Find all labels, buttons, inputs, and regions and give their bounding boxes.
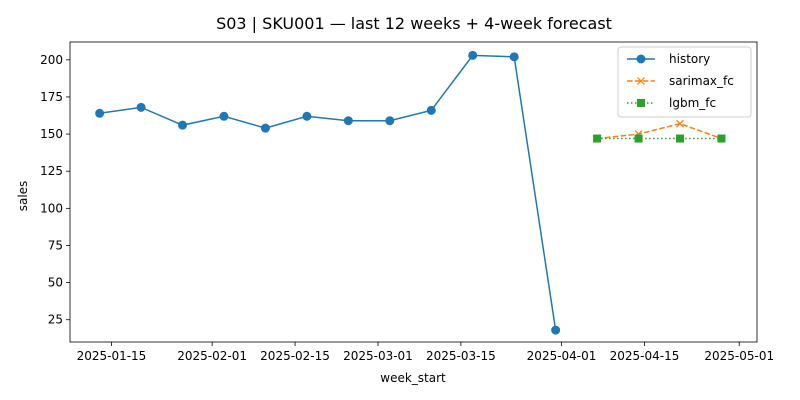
series-line-sarimax_fc [597, 122, 722, 140]
y-tick-label: 25 [48, 313, 63, 327]
y-axis: 25 50 75 100 125 150 175 200 [40, 53, 70, 327]
x-tick-label: 2025-01-15 [77, 349, 147, 363]
data-point-lgbm_fc [717, 134, 726, 143]
y-tick-label: 150 [40, 127, 63, 141]
data-point-history [260, 123, 270, 133]
series-line-history [99, 54, 557, 331]
data-point-lgbm_fc [634, 134, 643, 143]
data-point-history [343, 116, 353, 126]
x-tick-label: 2025-02-15 [260, 349, 330, 363]
data-point-history [551, 325, 561, 335]
legend-marker-history [636, 54, 646, 64]
data-point-lgbm_fc [593, 134, 602, 143]
data-point-history [136, 102, 146, 112]
data-point-history [302, 111, 312, 121]
x-tick-label: 2025-03-15 [426, 349, 496, 363]
chart-title: S03 | SKU001 — last 12 weeks + 4-week fo… [216, 14, 612, 33]
y-tick-label: 50 [48, 276, 63, 290]
series-layer [95, 50, 726, 335]
x-tick-label: 2025-04-15 [610, 349, 680, 363]
series-lgbm_fc [593, 134, 726, 143]
y-tick-label: 200 [40, 53, 63, 67]
legend-item-history: history [627, 52, 710, 66]
data-point-lgbm_fc [676, 134, 685, 143]
legend-marker-sarimax_fc [637, 77, 645, 85]
x-tick-label: 2025-02-01 [177, 349, 247, 363]
y-tick-label: 75 [48, 238, 63, 252]
data-point-history [426, 105, 436, 115]
legend: history sarimax_fc lgbm_fc [617, 46, 752, 118]
x-axis-label: week_start [380, 371, 446, 385]
y-axis-label: sales [16, 181, 30, 212]
x-tick-label: 2025-05-01 [704, 349, 774, 363]
data-point-history [468, 50, 478, 60]
legend-label-history: history [669, 52, 710, 66]
data-point-history [385, 116, 395, 126]
legend-item-lgbm_fc: lgbm_fc [627, 96, 716, 110]
series-history [95, 50, 561, 335]
data-point-history [178, 120, 188, 130]
legend-label-sarimax_fc: sarimax_fc [669, 74, 734, 88]
x-tick-label: 2025-04-01 [527, 349, 597, 363]
legend-box [617, 46, 752, 118]
data-point-sarimax_fc [676, 119, 684, 128]
x-axis: 2025-01-15 2025-02-01 2025-02-15 2025-03-01… [77, 342, 774, 363]
y-tick-label: 175 [40, 90, 63, 104]
legend-marker-lgbm_fc [637, 99, 645, 107]
data-point-history [219, 111, 229, 121]
data-point-history [95, 108, 105, 118]
legend-label-lgbm_fc: lgbm_fc [669, 96, 716, 110]
data-point-history [509, 52, 519, 62]
x-tick-label: 2025-03-01 [343, 349, 413, 363]
legend-item-sarimax_fc: sarimax_fc [627, 74, 734, 88]
y-tick-label: 100 [40, 201, 63, 215]
y-tick-label: 125 [40, 164, 63, 178]
